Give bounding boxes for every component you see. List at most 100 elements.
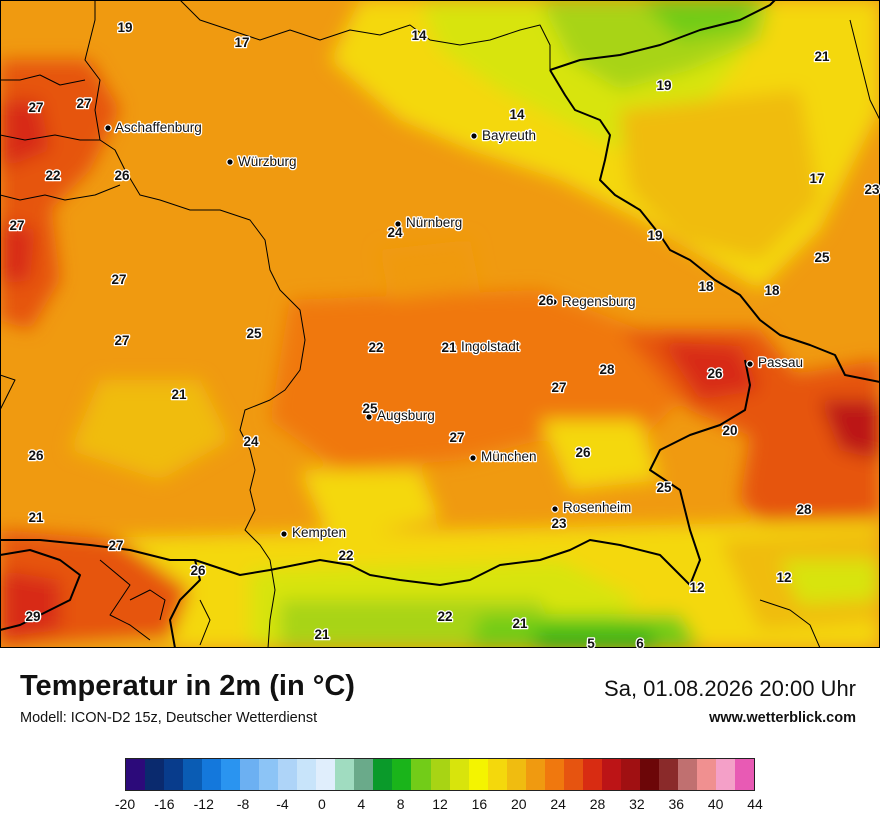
temp-value: 27	[108, 538, 123, 553]
temp-value: 21	[171, 387, 187, 402]
city-label: Rosenheim	[563, 500, 631, 515]
legend-tick-label: -8	[236, 796, 250, 812]
city-label: Passau	[758, 355, 803, 370]
legend-swatch	[183, 759, 203, 790]
legend-swatch	[316, 759, 336, 790]
legend-tick-label: 36	[668, 796, 685, 812]
city-dot-icon	[226, 158, 234, 166]
temp-value: 19	[117, 20, 132, 35]
temp-value: 26	[28, 448, 44, 463]
city-dot-icon	[550, 298, 558, 306]
city-nurnberg[interactable]: Nürnberg	[394, 214, 464, 231]
city-label: Bayreuth	[482, 128, 536, 143]
city-label: München	[481, 449, 537, 464]
map-canvas: Aschaffenburg Würzburg Bayreuth Nürnberg…	[0, 0, 880, 648]
legend-swatch	[506, 759, 526, 790]
legend-swatch	[335, 759, 355, 790]
model-source: Modell: ICON-D2 15z, Deutscher Wetterdie…	[20, 710, 318, 726]
temp-value: 18	[764, 283, 780, 298]
legend-swatch	[696, 759, 716, 790]
temp-value: 28	[796, 502, 812, 517]
city-augsburg[interactable]: Augsburg	[365, 407, 436, 424]
legend-swatch	[639, 759, 659, 790]
legend-tick-label: 32	[629, 796, 645, 812]
temp-value: 26	[707, 366, 723, 381]
legend-swatch	[411, 759, 431, 790]
legend-tick-label: 0	[317, 796, 326, 812]
legend-swatch	[658, 759, 678, 790]
temp-value: 25	[814, 250, 830, 265]
temp-value: 26	[114, 168, 130, 183]
temp-value: 26	[575, 445, 591, 460]
city-dot-icon	[449, 343, 457, 351]
city-dot-icon	[280, 530, 288, 538]
legend-tick-label: 28	[589, 796, 606, 812]
legend-tick-label: 20	[510, 796, 527, 812]
legend-swatch	[544, 759, 564, 790]
legend-ticks: -20 -16 -12 -8 -4 0 4 8 12 16 20 24 28 32 36 40 44	[115, 796, 763, 816]
city-rosenheim[interactable]: Rosenheim	[551, 499, 633, 516]
temp-value: 19	[647, 228, 662, 243]
temp-value: 27	[551, 380, 566, 395]
map-title: Temperatur in 2m (in °C)	[20, 670, 355, 702]
temp-value: 21	[314, 627, 330, 642]
temp-value: 17	[234, 35, 249, 50]
legend-tick-label: 4	[357, 796, 366, 812]
forecast-datetime: Sa, 01.08.2026 20:00 Uhr	[604, 676, 856, 701]
legend-swatch	[297, 759, 317, 790]
city-label: Kempten	[292, 525, 346, 540]
temp-value: 21	[28, 510, 44, 525]
temp-value: 14	[411, 28, 427, 43]
legend-tick-label: 12	[432, 796, 448, 812]
legend-swatch	[487, 759, 507, 790]
legend-swatch	[164, 759, 184, 790]
city-dot-icon	[470, 132, 478, 140]
temperature-shading	[0, 0, 880, 648]
legend-tick-label: -16	[154, 796, 175, 812]
temp-value: 20	[722, 423, 737, 438]
legend-swatch	[354, 759, 374, 790]
city-aschaffenburg[interactable]: Aschaffenburg	[104, 119, 203, 136]
temp-value: 27	[9, 218, 24, 233]
website-link[interactable]: www.wetterblick.com	[709, 710, 856, 726]
city-munchen[interactable]: München	[469, 448, 538, 465]
legend-swatch	[620, 759, 640, 790]
legend-swatch	[449, 759, 469, 790]
legend-tick-label: 16	[471, 796, 488, 812]
temp-value: 23	[551, 516, 567, 531]
legend-swatch	[582, 759, 602, 790]
temp-value: 26	[190, 563, 206, 578]
legend-swatch	[563, 759, 583, 790]
temp-value: 14	[509, 107, 525, 122]
legend-swatch	[221, 759, 241, 790]
city-label: Regensburg	[562, 294, 636, 309]
city-dot-icon	[394, 220, 402, 228]
legend-tick-label: 24	[550, 796, 566, 812]
legend-swatch	[677, 759, 697, 790]
city-ingolstadt[interactable]: Ingolstadt	[449, 338, 521, 355]
city-dot-icon	[469, 454, 477, 462]
temp-value: 27	[449, 430, 464, 445]
temp-value: 22	[45, 168, 60, 183]
legend-tick-label: 8	[396, 796, 405, 812]
legend-swatch	[392, 759, 412, 790]
legend-swatch	[735, 759, 755, 790]
city-wurzburg[interactable]: Würzburg	[226, 153, 298, 170]
temp-value: 22	[437, 609, 452, 624]
legend-tick-label: -4	[276, 796, 289, 812]
legend-swatch	[715, 759, 735, 790]
city-passau[interactable]: Passau	[746, 354, 804, 371]
city-bayreuth[interactable]: Bayreuth	[470, 127, 537, 144]
legend-swatch	[145, 759, 165, 790]
temperature-map[interactable]: Aschaffenburg Würzburg Bayreuth Nürnberg…	[0, 0, 880, 648]
city-kempten[interactable]: Kempten	[280, 524, 347, 541]
temp-value: 24	[243, 434, 259, 449]
temp-value: 27	[28, 100, 43, 115]
color-legend	[125, 758, 755, 791]
legend-swatch	[240, 759, 260, 790]
temp-value: 21	[512, 616, 528, 631]
city-label: Ingolstadt	[461, 339, 520, 354]
city-regensburg[interactable]: Regensburg	[550, 293, 637, 310]
city-label: Aschaffenburg	[115, 120, 202, 135]
temp-value: 27	[111, 272, 126, 287]
